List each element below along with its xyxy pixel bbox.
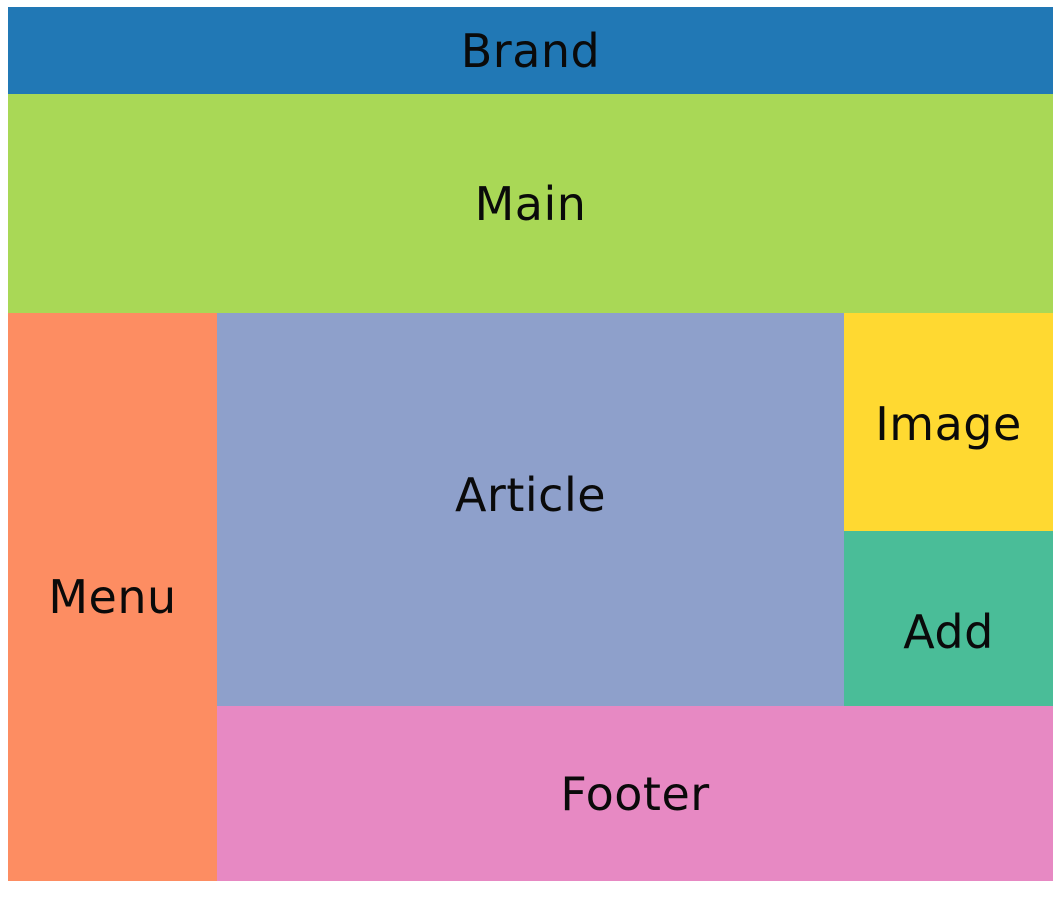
menu-region: Menu	[8, 313, 217, 881]
add-region: Add	[844, 531, 1053, 706]
brand-region: Brand	[8, 7, 1053, 94]
main-label: Main	[474, 176, 587, 231]
add-label: Add	[903, 604, 994, 659]
menu-label: Menu	[48, 570, 177, 624]
main-region: Main	[8, 94, 1053, 313]
grid-layout-diagram: Brand Main Menu Article Image Add Footer	[8, 7, 1053, 881]
article-label: Article	[454, 467, 607, 522]
image-label: Image	[875, 397, 1022, 451]
article-region: Article	[217, 313, 844, 706]
image-region: Image	[844, 313, 1053, 531]
footer-region: Footer	[217, 706, 1053, 881]
footer-label: Footer	[560, 766, 710, 821]
brand-label: Brand	[460, 23, 601, 78]
